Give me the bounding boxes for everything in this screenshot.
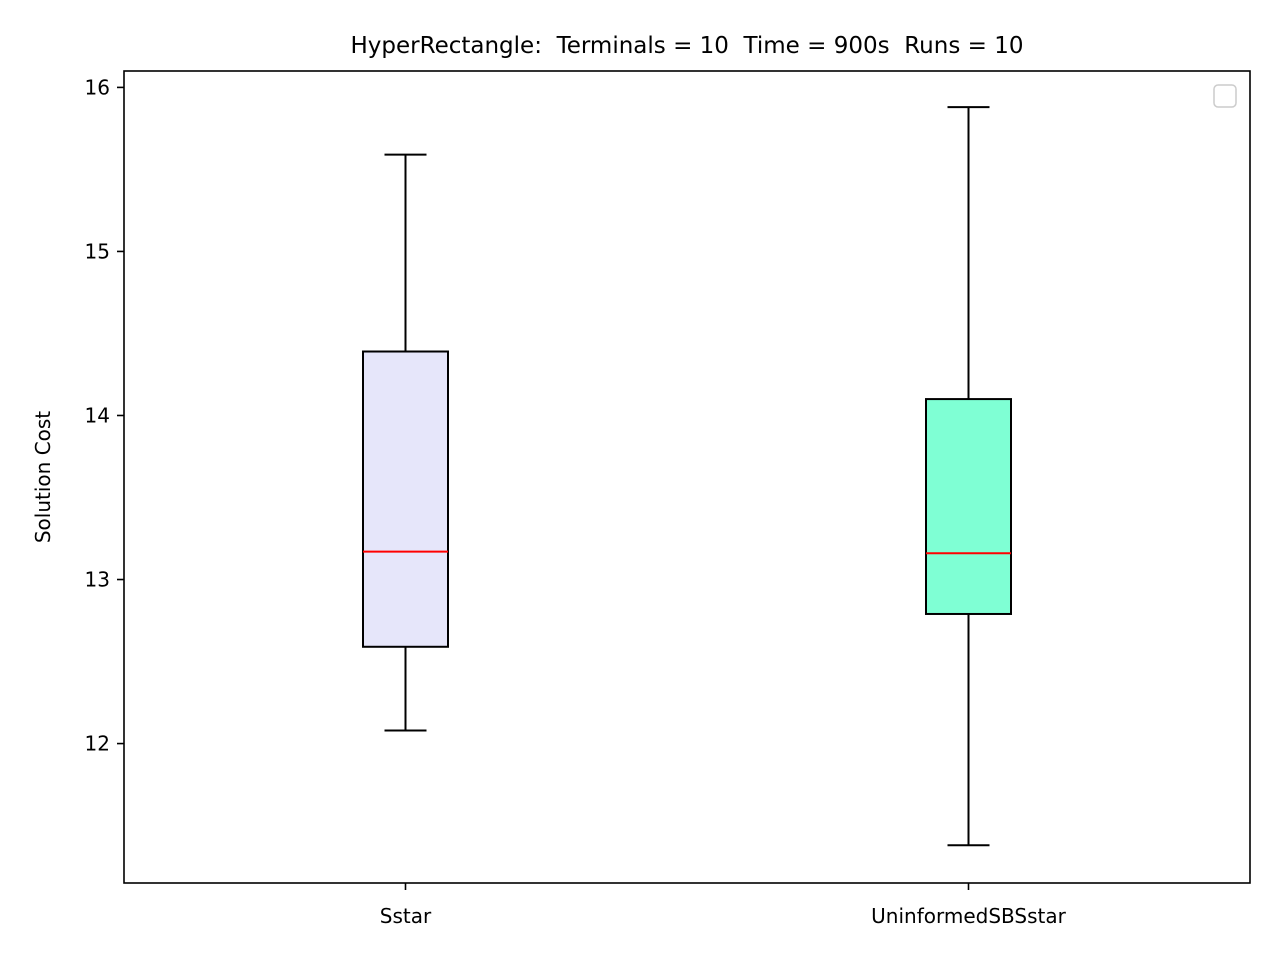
y-tick-label: 14 [85,403,110,427]
iqr-box [362,350,449,648]
plot-frame [123,70,1251,884]
legend-box [1213,84,1237,108]
y-tick-label: 12 [85,732,110,756]
y-tick-label: 16 [85,75,110,99]
iqr-box [925,398,1012,615]
y-axis-label: Solution Cost [31,411,55,543]
chart-title: HyperRectangle: Terminals = 10 Time = 90… [351,33,1024,59]
y-tick-label: 15 [85,239,110,263]
y-tick-label: 13 [85,568,110,592]
x-tick-label: UninformedSBSstar [871,904,1066,928]
plot-area: 12 13 14 15 16 Sstar UninformedSBSstar [85,75,1067,928]
x-tick-label: Sstar [380,904,432,928]
